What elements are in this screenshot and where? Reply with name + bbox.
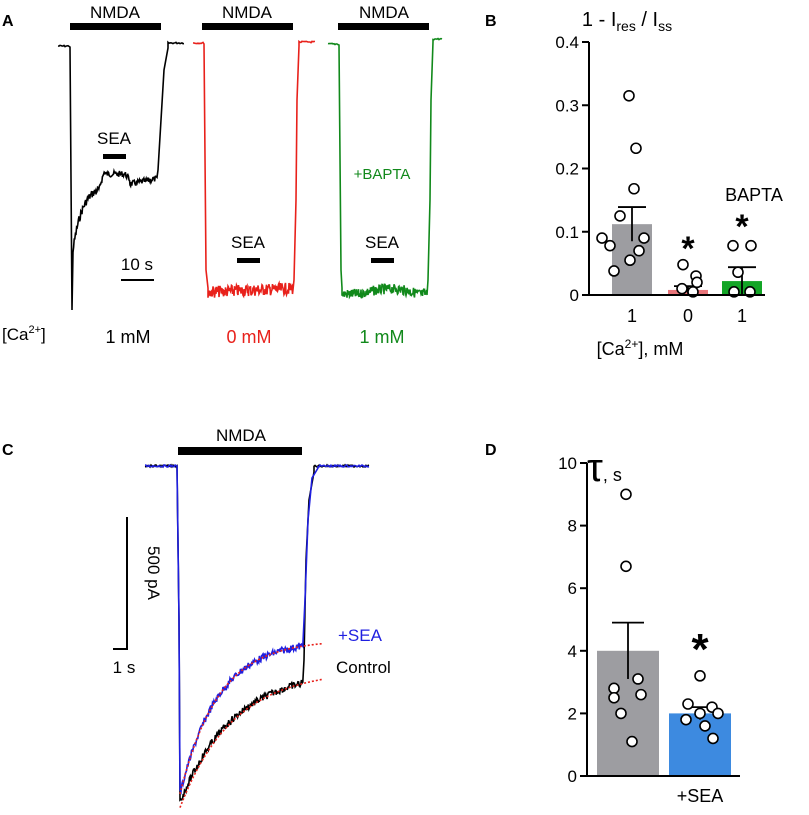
data-point [608, 682, 620, 695]
data-point [615, 707, 627, 720]
y-tick-label: 0.4 [555, 33, 579, 52]
b-xlabel: [Ca2+], mM [597, 337, 684, 359]
panel-d-label: D [485, 442, 497, 459]
data-point [632, 673, 644, 685]
y-tick-label: 10 [558, 454, 577, 473]
category-label: +SEA [677, 786, 724, 806]
trace-zero-calcium [192, 39, 316, 299]
data-point [608, 691, 620, 704]
category-label: 1 [627, 306, 637, 326]
chart-b: 0 0.1 0.2 0.3 0.4 1 * 0 * 1 [555, 33, 765, 326]
data-point [712, 707, 724, 720]
nmda-label-3: NMDA [359, 3, 410, 22]
data-point [727, 239, 739, 252]
data-point [614, 210, 626, 222]
legend-sea: +SEA [338, 626, 383, 645]
data-point [691, 276, 703, 289]
data-point [620, 560, 632, 573]
nmda-bar-2 [202, 23, 293, 30]
data-point [626, 735, 638, 748]
significance-star: * [681, 230, 695, 268]
data-point [623, 89, 635, 102]
data-point [630, 142, 642, 155]
ca-row-label: [Ca2+] [2, 324, 46, 344]
panel-b-label: B [485, 13, 497, 30]
data-point [680, 713, 692, 726]
nmda-bar-c [178, 447, 302, 455]
significance-star: * [735, 208, 749, 246]
data-point [624, 254, 636, 267]
data-point [732, 266, 744, 279]
bar [669, 713, 731, 776]
data-point [596, 232, 608, 244]
nmda-label-1: NMDA [90, 3, 141, 22]
trace-bapta [327, 37, 443, 300]
time-scale-label-c: 1 s [113, 658, 136, 677]
data-point [628, 182, 640, 195]
category-label: 0 [683, 306, 693, 326]
data-point [707, 732, 719, 745]
sea-bar-1 [103, 154, 126, 159]
chart-d: 0 2 4 6 8 10 * +SEA [558, 454, 740, 806]
condition-label-3: 1 mM [360, 327, 405, 347]
category-label: 1 [737, 306, 747, 326]
y-tick-label: 6 [568, 579, 577, 598]
data-point [745, 239, 757, 252]
data-point [604, 239, 616, 252]
sea-bar-2 [237, 258, 260, 263]
nmda-bar-1 [70, 23, 161, 30]
sea-label-3: SEA [365, 233, 400, 252]
data-point [694, 670, 706, 682]
y-tick-label: 0 [568, 767, 577, 786]
legend-control: Control [336, 658, 391, 677]
panel-c-label: C [2, 442, 14, 459]
y-tick-label: 0 [570, 286, 579, 305]
nmda-label-c: NMDA [216, 426, 267, 445]
condition-label-2: 0 mM [227, 327, 272, 347]
y-tick-label: 8 [568, 517, 577, 536]
data-point [676, 282, 688, 295]
tau-symbol: τ, s [587, 446, 622, 490]
data-point [635, 688, 647, 701]
significance-star: * [691, 625, 709, 674]
y-tick-label: 4 [568, 642, 577, 661]
bapta-annotation: BAPTA [725, 185, 783, 205]
current-scale-label: 500 pA [144, 546, 163, 601]
sea-label-1: SEA [97, 129, 132, 148]
data-point [682, 698, 694, 710]
sea-label-2: SEA [231, 233, 266, 252]
time-scale-label: 10 s [121, 255, 153, 274]
data-point [677, 258, 689, 271]
data-point [620, 488, 632, 501]
y-tick-label: 0.2 [555, 160, 579, 179]
y-tick-label: 0.1 [555, 223, 579, 242]
nmda-label-2: NMDA [222, 3, 273, 22]
condition-label-1: 1 mM [106, 327, 151, 347]
panel-b-title: 1 - Ires / Iss [582, 9, 672, 34]
data-point [633, 244, 645, 257]
sea-bar-3 [371, 258, 394, 263]
y-tick-label: 2 [568, 704, 577, 723]
data-point [638, 232, 650, 244]
nmda-bar-3 [338, 23, 429, 30]
fit-curve-control [179, 678, 323, 808]
data-point [699, 720, 711, 732]
current-scale-bar [113, 517, 128, 650]
y-tick-label: 0.3 [555, 96, 579, 115]
trace-sea-c [144, 463, 370, 796]
data-point [694, 707, 706, 720]
trace-control-1mm [57, 40, 185, 311]
data-point [608, 265, 620, 277]
panel-a-label: A [2, 13, 14, 30]
bapta-trace-label: +BAPTA [354, 166, 411, 183]
